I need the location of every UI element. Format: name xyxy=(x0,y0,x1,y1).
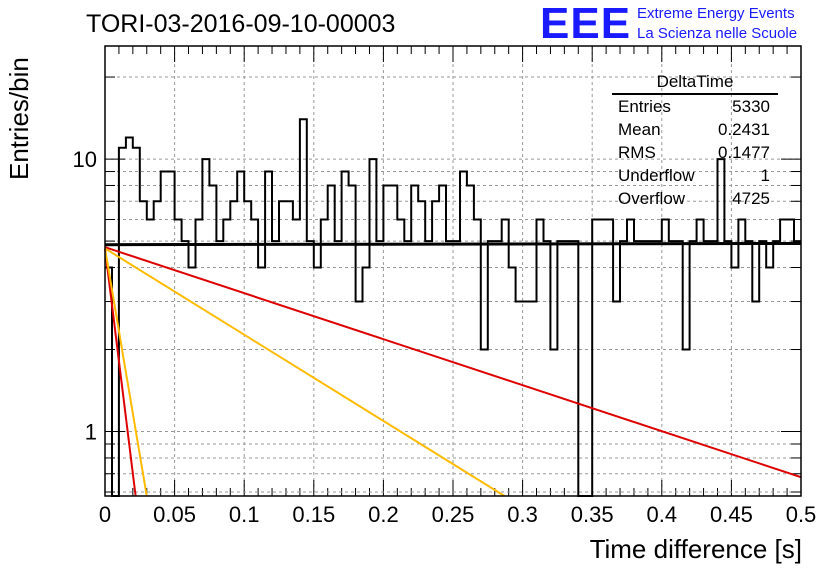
eee-logo: EEE xyxy=(540,0,632,48)
x-tick-label: 0.3 xyxy=(507,502,538,527)
plot-frame xyxy=(104,45,802,497)
stats-value: 5330 xyxy=(732,97,770,116)
stats-label: Underflow xyxy=(618,166,695,185)
histogram-line xyxy=(105,118,801,497)
stats-box: DeltaTime Entries 5330 Mean 0.2431 RMS 0… xyxy=(612,72,778,210)
x-tick-label: 0.15 xyxy=(292,502,335,527)
x-tick-label: 0.4 xyxy=(647,502,678,527)
stats-value: 0.1477 xyxy=(718,143,770,162)
x-tick-label: 0 xyxy=(99,502,111,527)
stats-row: Overflow 4725 xyxy=(612,187,778,210)
stats-row: Mean 0.2431 xyxy=(612,118,778,141)
x-tick-label: 0.45 xyxy=(710,502,753,527)
y-axis-label: Entries/bin xyxy=(4,57,34,180)
stats-value: 1 xyxy=(760,166,770,185)
x-tick-label: 0.1 xyxy=(229,502,260,527)
fit-curve xyxy=(104,246,802,479)
chart-title: TORI-03-2016-09-10-00003 xyxy=(86,10,396,38)
logo-line-1: Extreme Energy Events xyxy=(637,5,795,22)
stats-value: 0.2431 xyxy=(718,120,770,139)
stats-row: Underflow 1 xyxy=(612,164,778,187)
stats-label: Mean xyxy=(618,120,661,139)
x-tick-label: 0.25 xyxy=(432,502,475,527)
stats-row: RMS 0.1477 xyxy=(612,141,778,164)
y-tick-label: 1 xyxy=(85,420,97,445)
fit-curve xyxy=(104,248,148,497)
stats-title: DeltaTime xyxy=(612,72,778,95)
y-tick-label: 10 xyxy=(73,147,97,172)
logo-line-2: La Scienza nelle Scuole xyxy=(637,25,798,42)
fit-curve xyxy=(104,248,137,497)
x-tick-label: 0.35 xyxy=(571,502,614,527)
stats-value: 4725 xyxy=(732,189,770,208)
x-axis-label: Time difference [s] xyxy=(589,534,802,564)
x-tick-label: 0.2 xyxy=(368,502,399,527)
x-tick-label: 0.5 xyxy=(786,502,817,527)
stats-label: Entries xyxy=(618,97,671,116)
stats-row: Entries 5330 xyxy=(612,95,778,118)
stats-label: RMS xyxy=(618,143,656,162)
fit-curve xyxy=(104,241,802,247)
x-tick-label: 0.05 xyxy=(153,502,196,527)
stats-label: Overflow xyxy=(618,189,686,208)
fit-curve xyxy=(104,247,506,497)
